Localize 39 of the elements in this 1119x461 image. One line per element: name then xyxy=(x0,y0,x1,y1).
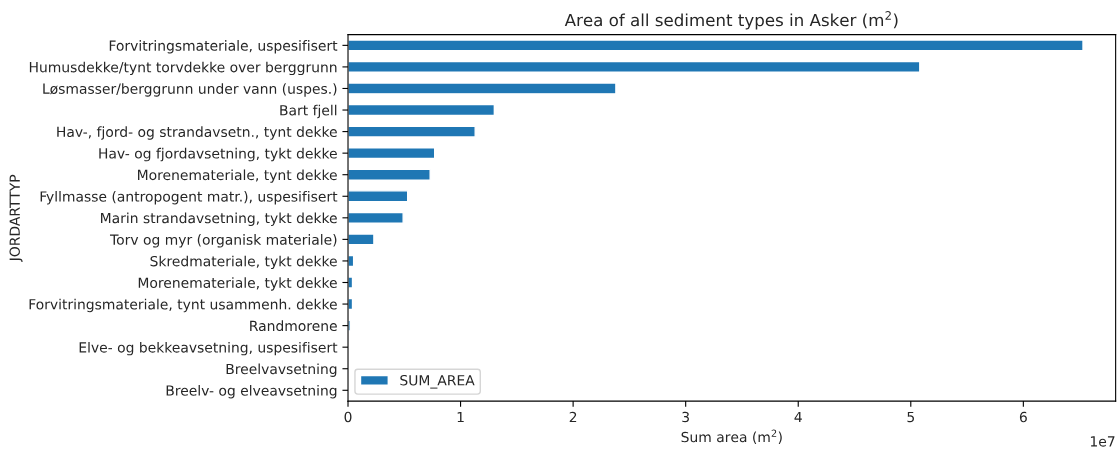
y-tick-label: Breelvavsetning xyxy=(226,363,337,377)
y-tick-label: Bart fjell xyxy=(280,104,337,119)
y-tick-label: Marin strandavsetning, tykt dekke xyxy=(101,212,337,226)
x-tick-label: 3 xyxy=(682,411,689,423)
y-tick-label: Skredmateriale, tykt dekke xyxy=(150,255,337,270)
y-tick-label: Hav-, fjord- og strandavsetn., tynt dekke xyxy=(57,126,337,140)
y-axis-title: JORDARTTYP xyxy=(9,174,23,262)
y-tick-label: Randmorene xyxy=(250,320,337,332)
y-tick-label: Løsmasser/berggrunn under vann (uspes.) xyxy=(43,83,337,97)
bar xyxy=(348,190,409,203)
bar xyxy=(348,233,375,246)
bar xyxy=(348,103,496,117)
bar xyxy=(348,82,617,95)
x-tick-label: 2 xyxy=(569,411,577,423)
y-tick-label: Breelv- og elveavsetning xyxy=(166,385,337,399)
x-tick-label: 1 xyxy=(457,411,464,423)
y-tick-label: Fyllmasse (antropogent matr.), uspesifisert xyxy=(40,190,338,205)
y-tick-label: Morenemateriale, tynt dekke xyxy=(138,169,337,183)
bar xyxy=(348,147,436,160)
y-tick-label: Forvitringsmateriale, tynt usammenh. dekke xyxy=(29,298,337,313)
legend-label: SUM_AREA xyxy=(400,374,475,389)
y-tick-label: Morenemateriale, tykt dekke xyxy=(138,277,337,291)
x-tick-label: 0 xyxy=(344,411,352,423)
y-tick-label: Forvitringsmateriale, uspesifisert xyxy=(109,40,338,54)
y-tick-label: Torv og myr (organisk materiale) xyxy=(109,234,337,248)
y-tick-label: Humusdekke/tynt torvdekke over berggrunn xyxy=(29,61,337,76)
y-tick-label: Hav- og fjordavsetning, tykt dekke xyxy=(99,147,337,162)
bar xyxy=(348,125,476,138)
x-tick-label: 4 xyxy=(794,411,802,423)
bar xyxy=(348,60,921,73)
bar xyxy=(348,39,1084,52)
x-tick-label: 6 xyxy=(1019,411,1027,423)
text: 1e7 xyxy=(1090,436,1115,447)
x-axis-title: Sum area (m$^{2}$) xyxy=(681,429,782,444)
bar xyxy=(348,211,404,224)
y-tick-label: Elve- og bekkeavsetning, uspesifisert xyxy=(79,341,338,356)
chart-title: Area of all sediment types in Asker (m$^{2}$) xyxy=(564,11,898,30)
x-tick-label: 5 xyxy=(907,411,914,423)
bar xyxy=(348,168,431,181)
